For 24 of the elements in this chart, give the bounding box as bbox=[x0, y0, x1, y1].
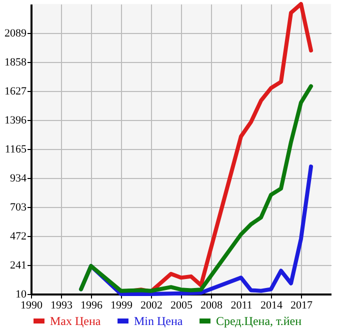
x-tick-label: 2014 bbox=[260, 300, 283, 312]
y-tick-label: 1396 bbox=[4, 114, 27, 126]
x-tick-label: 2011 bbox=[230, 300, 252, 312]
legend-label: Min Цена bbox=[134, 314, 184, 328]
x-tick-label: 1999 bbox=[110, 300, 133, 312]
x-tick-label: 1990 bbox=[20, 300, 43, 312]
x-tick-label: 1993 bbox=[50, 300, 73, 312]
y-tick-label: 1165 bbox=[4, 144, 27, 156]
x-tick-label: 2002 bbox=[140, 300, 162, 312]
y-tick-label: 1627 bbox=[4, 86, 27, 98]
x-tick-label: 2017 bbox=[290, 300, 313, 312]
y-tick-label: 241 bbox=[10, 260, 26, 272]
x-tick-label: 1996 bbox=[80, 300, 103, 312]
x-tick-label: 2005 bbox=[170, 300, 193, 312]
y-tick-label: 703 bbox=[10, 202, 27, 214]
y-tick-label: 472 bbox=[10, 230, 26, 242]
x-tick-label: 2008 bbox=[200, 300, 223, 312]
legend-label: Max Цена bbox=[50, 314, 102, 328]
y-tick-label: 934 bbox=[10, 172, 27, 184]
y-tick-label: 1858 bbox=[4, 56, 27, 68]
line-series bbox=[79, 84, 313, 293]
y-tick-label: 10 bbox=[16, 288, 27, 300]
legend-label: Сред.Цена, т.йен bbox=[216, 314, 302, 328]
y-tick-label: 2089 bbox=[4, 28, 27, 40]
